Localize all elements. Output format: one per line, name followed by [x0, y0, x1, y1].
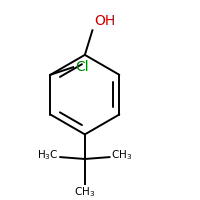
Text: H$_3$C: H$_3$C	[37, 148, 58, 162]
Text: CH$_3$: CH$_3$	[111, 148, 133, 162]
Text: OH: OH	[94, 14, 116, 28]
Text: Cl: Cl	[75, 60, 89, 74]
Text: CH$_3$: CH$_3$	[74, 185, 95, 199]
